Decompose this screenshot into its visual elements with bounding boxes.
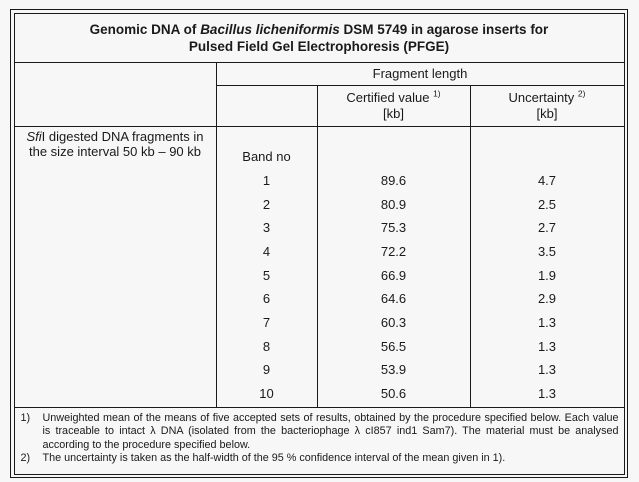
band-number: 6 (262, 291, 271, 307)
uncertainty-column: 4.7 2.5 2.7 3.5 1.9 2.9 1.3 1.3 1.3 1.3 (471, 127, 624, 407)
certified-value: 56.5 (380, 338, 407, 354)
certified-column-spacer (318, 127, 470, 169)
band-header-empty-cell (217, 85, 318, 126)
title-suffix: DSM 5749 in agarose inserts for (339, 21, 549, 37)
certified-value-text: Certified value (346, 89, 430, 105)
certified-value: 60.3 (380, 314, 407, 330)
certified-value: 50.6 (380, 386, 407, 402)
band-number: 7 (262, 314, 271, 330)
band-number: 9 (262, 362, 271, 378)
inner-border-frame: Genomic DNA of Bacillus licheniformis DS… (13, 12, 625, 475)
sample-description-rest: I digested DNA fragments in (41, 128, 204, 144)
title-line-1: Genomic DNA of Bacillus licheniformis DS… (90, 21, 549, 38)
certified-value: 72.2 (380, 243, 407, 259)
band-number: 2 (262, 196, 271, 212)
uncertainty-header: Uncertainty 2) [kb] (471, 86, 624, 126)
table-body: SfiI digested DNA fragments in the size … (14, 126, 624, 408)
uncertainty-value: 2.5 (537, 196, 557, 212)
footnote-1-text: Unweighted mean of the means of five acc… (42, 411, 619, 451)
title-prefix: Genomic DNA of (89, 21, 201, 37)
certified-value-column: 89.6 80.9 75.3 72.2 66.9 64.6 60.3 56.5 … (318, 126, 471, 407)
document-title: Genomic DNA of Bacillus licheniformis DS… (14, 14, 624, 63)
uncertainty-value: 4.7 (537, 172, 557, 188)
certified-value: 66.9 (380, 267, 407, 283)
certified-value: 80.9 (380, 196, 407, 212)
uncertainty-label: Uncertainty 2) (508, 88, 586, 106)
uncertainty-value: 2.9 (537, 291, 557, 307)
band-number: 10 (259, 386, 274, 402)
outer-border-frame: Genomic DNA of Bacillus licheniformis DS… (10, 9, 628, 478)
footnote-2-marker: 2) (20, 452, 31, 465)
sample-description-line-1: SfiI digested DNA fragments in (17, 129, 214, 145)
band-number-column: Band no 1 2 3 4 5 6 7 8 9 10 (217, 126, 318, 407)
enzyme-name-italic: Sfi (26, 128, 42, 144)
certified-value-unit: [kb] (383, 105, 404, 121)
footnote-2-text: The uncertainty is taken as the half-wid… (42, 452, 506, 465)
certified-value: 53.9 (380, 362, 407, 378)
uncertainty-value: 1.3 (537, 362, 557, 378)
band-number: 1 (262, 172, 271, 188)
footnote-1: 1) Unweighted mean of the means of five … (19, 412, 619, 453)
uncertainty-value: 1.3 (537, 314, 557, 330)
certified-value: 89.6 (380, 172, 407, 188)
uncertainty-text: Uncertainty (508, 89, 575, 105)
footnotes-section: 1) Unweighted mean of the means of five … (15, 408, 624, 474)
title-species-name: Bacillus licheniformis (200, 21, 340, 37)
uncertainty-column-spacer (471, 127, 624, 169)
footnote-2: 2) The uncertainty is taken as the half-… (19, 452, 619, 466)
certified-value-label: Certified value 1) (346, 88, 441, 106)
uncertainty-value: 1.3 (537, 386, 557, 402)
subheader-row: Certified value 1) [kb] Uncertainty 2) [… (217, 85, 624, 126)
band-no-header: Band no (242, 148, 291, 164)
footnote-1-marker: 1) (20, 411, 31, 424)
table-header: Fragment length Certified value 1) [kb] … (14, 62, 624, 127)
uncertainty-value: 1.3 (537, 338, 557, 354)
uncertainty-value: 1.9 (537, 267, 557, 283)
band-number: 8 (262, 338, 271, 354)
sample-description-cell: SfiI digested DNA fragments in the size … (15, 126, 217, 407)
title-line-2: Pulsed Field Gel Electrophoresis (PFGE) (188, 38, 450, 54)
footnote-ref-2: 2) (577, 88, 586, 99)
uncertainty-value: 2.7 (537, 220, 557, 236)
header-right-area: Fragment length Certified value 1) [kb] … (216, 63, 624, 126)
certified-value: 64.6 (380, 291, 407, 307)
sample-description-line-2: the size interval 50 kb – 90 kb (29, 144, 201, 159)
uncertainty-unit: [kb] (536, 105, 558, 121)
band-number: 5 (262, 267, 271, 283)
certified-value-header: Certified value 1) [kb] (318, 85, 471, 126)
uncertainty-value: 3.5 (537, 243, 557, 259)
band-number: 4 (262, 243, 271, 259)
footnote-ref-1: 1) (433, 88, 441, 99)
fragment-length-header: Fragment length (216, 63, 624, 86)
header-empty-cell (15, 62, 217, 126)
band-number: 3 (262, 220, 271, 236)
certified-value: 75.3 (380, 220, 407, 236)
